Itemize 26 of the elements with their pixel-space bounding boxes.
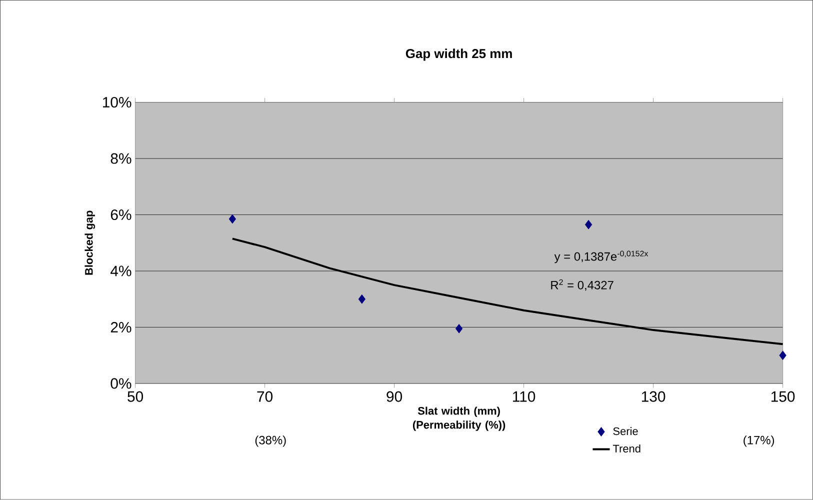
- point: [584, 220, 592, 230]
- annotation: y = 0,1387e$^{-0,0152x}$: [554, 250, 648, 264]
- y-tick-label: 0%: [110, 378, 132, 389]
- y-tick-label: 4%: [110, 266, 132, 276]
- text: (17%): [744, 436, 774, 447]
- point: [779, 350, 786, 360]
- x-tick-label: 70: [257, 391, 273, 402]
- legend-label: Serie: [613, 427, 638, 436]
- x-tick-label: 150: [771, 391, 795, 402]
- text: (38%): [255, 436, 286, 447]
- chart-title: Gap width 25 mm: [406, 48, 512, 61]
- x-tick-label: 90: [386, 391, 402, 402]
- y-tick-label: 10%: [102, 97, 132, 108]
- x-tick-label: 110: [513, 391, 536, 402]
- x-tick-label: 130: [642, 391, 666, 402]
- x-tick-label: 50: [128, 391, 144, 402]
- y-axis-title: Blocked gap: [84, 210, 96, 275]
- y-tick-label: 2%: [110, 322, 132, 333]
- annotation: R$^{2}$ = 0,4327: [551, 279, 614, 291]
- x-axis-title: Slat width (mm) (Permeability (%)): [412, 406, 506, 431]
- y-tick-label: 8%: [110, 153, 132, 164]
- legend-label: Trend: [612, 444, 640, 453]
- y-tick-label: 6%: [110, 210, 132, 220]
- point: [455, 324, 463, 334]
- point: [228, 214, 236, 224]
- point: [358, 294, 366, 304]
